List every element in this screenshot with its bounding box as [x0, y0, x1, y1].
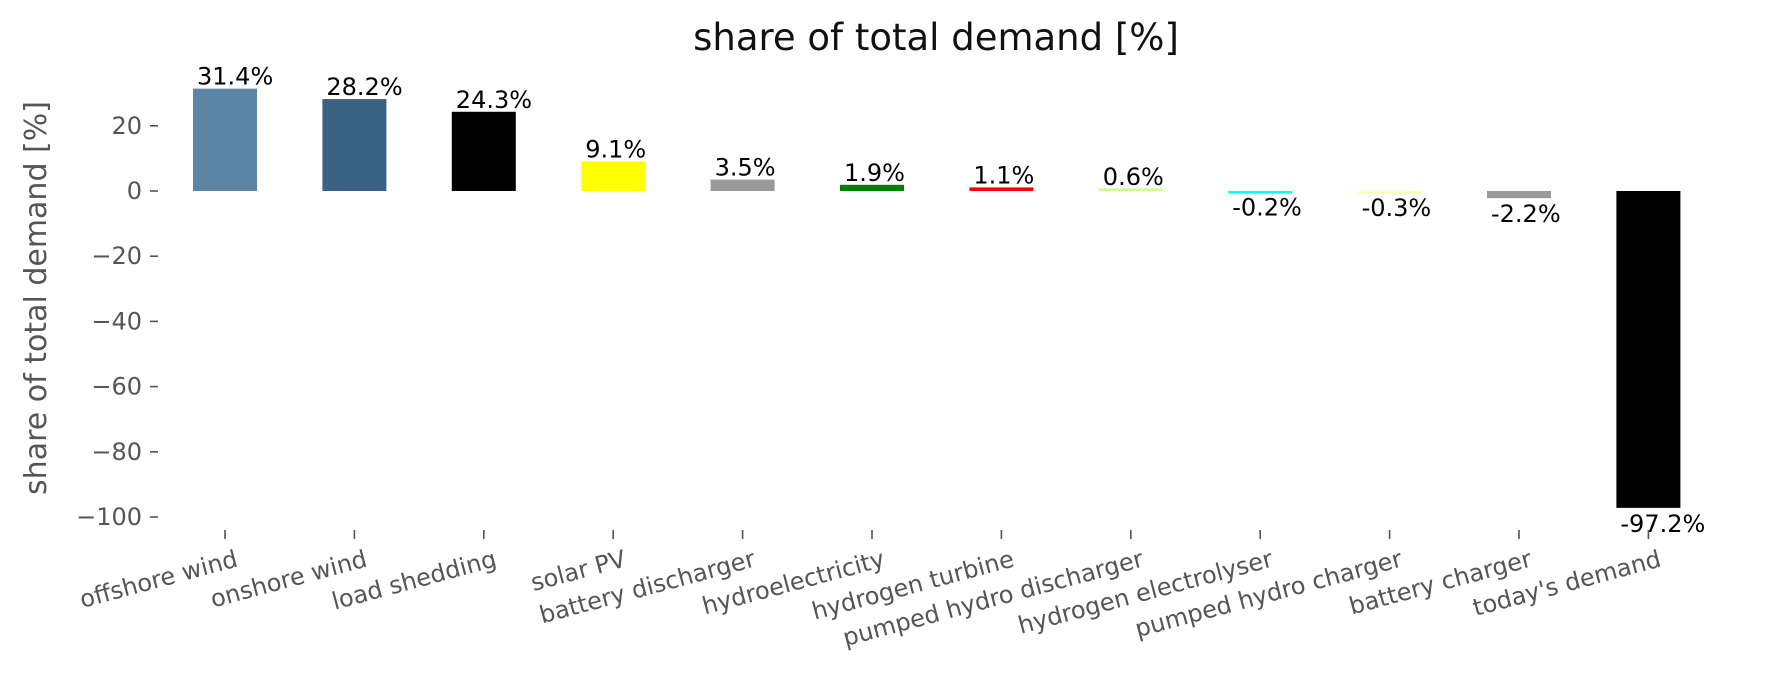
bar-battery-discharger: [710, 179, 775, 191]
bar-hydroelectricity: [840, 184, 904, 191]
bar-pumped-hydro-charger: [1357, 191, 1422, 194]
value-label: -97.2%: [1620, 510, 1705, 538]
bar-hydrogen-electrolyser: [1228, 191, 1293, 194]
y-tick-label: 0: [127, 177, 142, 205]
bar-today-s-demand: [1616, 191, 1681, 508]
bar-battery-charger: [1487, 191, 1551, 199]
bar-load-shedding: [451, 111, 516, 191]
value-label: 28.2%: [326, 73, 402, 101]
value-label: 3.5%: [715, 154, 776, 182]
value-label: 31.4%: [197, 63, 273, 91]
bar-solar-pv: [581, 161, 646, 191]
value-label: 0.6%: [1103, 163, 1164, 191]
value-label: -0.2%: [1232, 194, 1302, 222]
y-tick-label: −60: [91, 373, 142, 401]
value-label: 24.3%: [456, 86, 532, 114]
bar-onshore-wind: [322, 99, 387, 191]
value-label: -0.3%: [1362, 194, 1432, 222]
y-tick-label: −20: [91, 242, 142, 270]
value-label: 1.1%: [973, 161, 1034, 189]
bars-group: [193, 88, 1681, 508]
chart-title: share of total demand [%]: [693, 16, 1179, 59]
bar-pumped-hydro-discharger: [1098, 188, 1163, 191]
y-tick-label: −80: [91, 438, 142, 466]
y-axis-label: share of total demand [%]: [19, 101, 54, 495]
y-tick-label: 20: [111, 112, 142, 140]
value-labels-group: 31.4% 28.2% 24.3% 9.1% 3.5% 1.9% 1.1% 0.6% -0.2%…: [197, 63, 1705, 538]
bar-hydrogen-turbine: [969, 187, 1034, 191]
value-label: 9.1%: [585, 135, 646, 163]
y-tick-label: −100: [76, 503, 142, 531]
y-tick-label: −40: [91, 307, 142, 335]
value-label: -2.2%: [1491, 200, 1561, 228]
bar-offshore-wind: [193, 88, 257, 191]
value-label: 1.9%: [844, 159, 905, 187]
y-axis: 20 0 −20 −40 −60 −80 −100: [76, 112, 158, 531]
